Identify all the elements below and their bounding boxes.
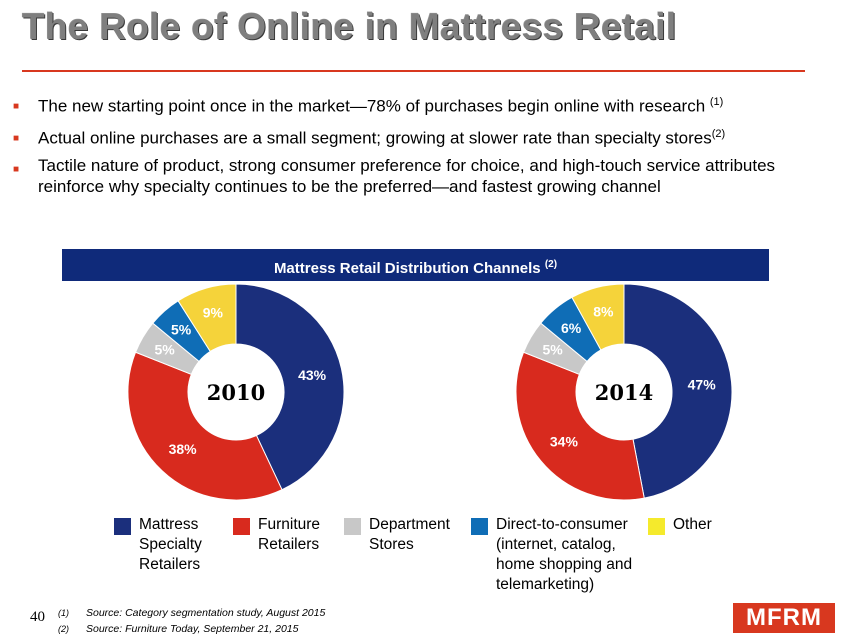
chart-title: Mattress Retail Distribution Channels: [273, 260, 545, 277]
footnote-text: Source: Furniture Today, September 21, 2…: [86, 623, 299, 635]
donut-chart-2010: 43% 38% 5% 5% 9% 2010: [127, 283, 345, 501]
slice-value-label: 6%: [561, 320, 582, 336]
donut-slice: [177, 283, 237, 353]
legend-item-furniture: Furniture Retailers: [233, 515, 333, 555]
footnote-mark: (1): [58, 608, 69, 618]
page-title: The Role of Online in Mattress Retail: [22, 6, 677, 47]
footnote-text: Source: Category segmentation study, Aug…: [86, 607, 326, 619]
footnote-ref: (2): [544, 259, 558, 270]
square-bullet-icon: ■: [13, 101, 20, 112]
bullet-text: Actual online purchases are a small segm…: [38, 128, 712, 148]
bullet-text: Tactile nature of product, strong consum…: [38, 156, 776, 197]
chart-legend: Mattress Specialty Retailers Furniture R…: [0, 515, 847, 605]
legend-swatch: [114, 518, 131, 535]
donut-slice: [235, 283, 345, 491]
page-number: 40: [30, 609, 45, 625]
bullet-text: The new starting point once in the marke…: [38, 96, 710, 116]
square-bullet-icon: ■: [13, 164, 20, 176]
slice-value-label: 8%: [593, 304, 614, 320]
slice-value-label: 47%: [688, 377, 717, 393]
donut-center-year: 2010: [207, 380, 265, 405]
bullet-item: ■ The new starting point once in the mar…: [10, 92, 840, 117]
footnote-ref: (2): [711, 127, 726, 140]
slice-value-label: 34%: [550, 434, 579, 450]
donut-slice: [571, 283, 625, 351]
footnote-1: (1) Source: Category segmentation study, …: [58, 607, 325, 619]
mfrm-logo: MFRM: [733, 603, 835, 633]
legend-item-direct-to-consumer: Direct-to-consumer (internet, catalog, h…: [471, 515, 646, 595]
slice-value-label: 43%: [298, 367, 327, 383]
chart-title-banner: Mattress Retail Distribution Channels (2…: [62, 249, 769, 281]
legend-label: Furniture Retailers: [258, 516, 321, 553]
legend-swatch: [233, 518, 250, 535]
legend-item-other: Other: [648, 515, 712, 535]
bullet-item: ■ Tactile nature of product, strong cons…: [10, 155, 840, 197]
donut-slice: [515, 351, 645, 501]
legend-swatch: [648, 518, 665, 535]
footnote-ref: (1): [709, 96, 724, 108]
donut-slice: [127, 351, 283, 501]
slice-value-label: 5%: [542, 342, 563, 358]
slice-value-label: 38%: [169, 441, 198, 457]
footnote-mark: (2): [58, 624, 69, 634]
slice-value-label: 9%: [203, 304, 224, 320]
bullet-list: ■ The new starting point once in the mar…: [10, 92, 840, 204]
legend-label: Other: [673, 516, 712, 533]
legend-label: Mattress Specialty Retailers: [139, 516, 202, 573]
footnote-2: (2) Source: Furniture Today, September 21…: [58, 623, 298, 635]
legend-label: Direct-to-consumer (internet, catalog, h…: [496, 516, 633, 593]
donut-center-year: 2014: [595, 380, 653, 405]
slice-value-label: 5%: [154, 342, 175, 358]
slice-value-label: 5%: [171, 322, 192, 338]
donut-chart-2014: 47% 34% 5% 6% 8% 2014: [515, 283, 733, 501]
legend-swatch: [471, 518, 488, 535]
bullet-item: ■ Actual online purchases are a small se…: [10, 124, 840, 149]
legend-item-department: Department Stores: [344, 515, 464, 555]
legend-item-mattress-specialty: Mattress Specialty Retailers: [114, 515, 219, 575]
legend-swatch: [344, 518, 361, 535]
title-divider: [22, 70, 805, 72]
donut-slice: [623, 283, 733, 499]
legend-label: Department Stores: [369, 516, 450, 553]
square-bullet-icon: ■: [13, 132, 20, 144]
